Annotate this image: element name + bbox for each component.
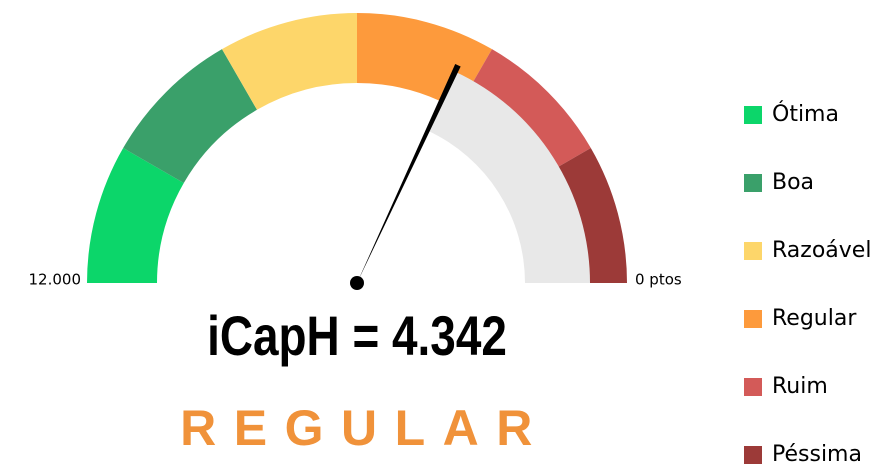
- legend-swatch: [744, 174, 762, 192]
- gauge-end-label: 12.000: [29, 271, 82, 289]
- gauge-band: [87, 148, 184, 283]
- legend-swatch: [744, 310, 762, 328]
- gauge-band: [123, 49, 257, 183]
- legend-label: Ruim: [772, 374, 828, 399]
- legend-swatch: [744, 378, 762, 396]
- legend-label: Péssima: [772, 442, 862, 464]
- gauge-end-label: 0 ptos: [635, 271, 682, 289]
- legend-label: Boa: [772, 170, 814, 195]
- legend-swatch: [744, 106, 762, 124]
- legend-swatch: [744, 242, 762, 260]
- gauge-progress-track: [427, 71, 590, 283]
- value-label: iCapH = 4.342: [207, 304, 507, 366]
- needle-hub: [350, 276, 364, 290]
- gauge-needle: [357, 63, 461, 284]
- status-label: REGULAR: [180, 400, 550, 456]
- legend-label: Razoável: [772, 238, 871, 263]
- legend-label: Ótima: [772, 101, 839, 127]
- gauge-band: [222, 13, 357, 110]
- legend-swatch: [744, 446, 762, 464]
- gauge-band: [457, 49, 591, 183]
- legend-label: Regular: [772, 306, 857, 331]
